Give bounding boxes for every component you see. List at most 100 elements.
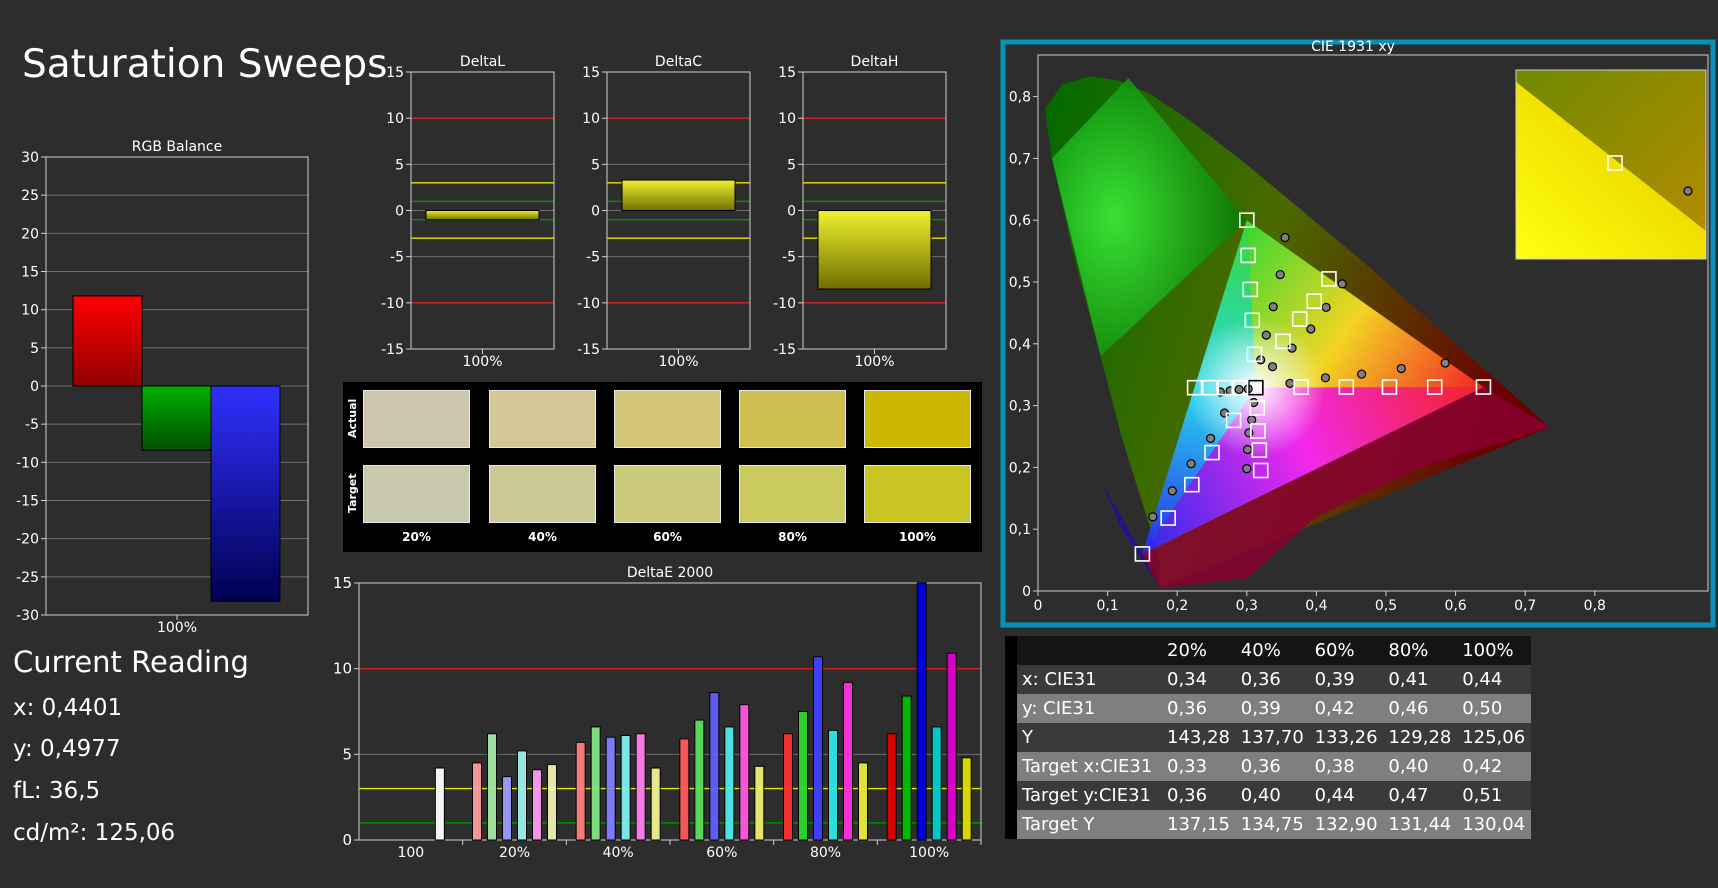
cie-panel-frame — [1000, 39, 1716, 628]
y-tick-label: -15 — [577, 342, 600, 358]
table-cell: 0,34 — [1162, 665, 1236, 694]
table-row: Y 143,28 137,70 133,26 129,28 125,06 — [1005, 723, 1531, 752]
actual-swatch — [739, 390, 846, 448]
swatch-row-label: Target — [346, 473, 359, 513]
y-tick-label: -5 — [25, 417, 39, 433]
green-region — [1051, 78, 1247, 357]
y-tick-label: 5 — [787, 157, 796, 173]
table-cell: y: CIE31 — [1017, 694, 1162, 723]
deltae-bar — [605, 736, 616, 841]
y-tick-label: 15 — [582, 65, 600, 81]
purple-region — [1142, 387, 1550, 588]
table-cell: 137,70 — [1235, 723, 1310, 752]
deltae-bar — [590, 726, 601, 841]
table-cell: 0,44 — [1457, 665, 1531, 694]
y-tick-label: 0 — [1022, 584, 1031, 600]
deltae-bar — [843, 681, 853, 841]
y-tick-label: 10 — [778, 111, 796, 127]
table-cell: Target x:CIE31 — [1017, 752, 1162, 781]
deltae-bar — [858, 762, 868, 841]
target-point — [1240, 247, 1256, 264]
table-cell: 0,36 — [1235, 752, 1310, 781]
target-swatch — [614, 465, 721, 523]
actual-swatch — [864, 390, 971, 448]
measured-point — [1247, 415, 1257, 425]
target-point — [1338, 379, 1355, 395]
target-swatch — [489, 465, 596, 523]
y-tick-label: 0,3 — [1009, 399, 1031, 415]
table-cell: 0,36 — [1162, 694, 1236, 723]
measured-point — [1267, 362, 1278, 372]
y-tick-label: 0 — [787, 204, 796, 220]
y-tick-label: 25 — [21, 188, 39, 204]
table-cell: 0,40 — [1383, 752, 1458, 781]
y-tick-label: 0 — [342, 831, 352, 849]
x-tick-label: 80% — [810, 845, 841, 861]
y-tick-label: 20 — [21, 226, 39, 242]
table-cell: 131,44 — [1383, 810, 1458, 839]
table-row: x: CIE31 0,34 0,36 0,39 0,41 0,44 — [1005, 665, 1531, 694]
measured-point — [1275, 269, 1285, 280]
y-tick-label: -15 — [16, 494, 39, 510]
y-tick-label: 10 — [582, 111, 600, 127]
reading-fl: fL: 36,5 — [13, 778, 101, 804]
measured-point — [1440, 358, 1450, 368]
target-point — [1426, 379, 1443, 395]
target-point — [1321, 271, 1337, 287]
deltae-bar — [472, 762, 482, 841]
target-point — [1475, 379, 1492, 395]
measured-point — [1321, 302, 1331, 312]
y-tick-label: 10 — [21, 303, 39, 319]
measured-point — [1396, 363, 1406, 374]
deltae-bar — [886, 733, 897, 841]
table-cell: Y — [1017, 723, 1162, 752]
table-cell: 125,06 — [1457, 723, 1531, 752]
table-header-row: 20% 40% 60% 80% 100% — [1005, 636, 1531, 665]
table-row: Target x:CIE31 0,33 0,36 0,38 0,40 0,42 — [1005, 752, 1531, 781]
y-tick-label: 10 — [333, 660, 352, 678]
table-row: Target Y 137,15 134,75 132,90 131,44 130,04 — [1005, 810, 1531, 839]
table-cell: 0,36 — [1162, 781, 1236, 810]
x-tick-label: 100% — [909, 845, 949, 861]
deltae-bar — [679, 738, 690, 841]
table-cell: 0,47 — [1383, 781, 1458, 810]
deltae-bar — [739, 704, 750, 841]
x-tick-label: 100 — [397, 845, 424, 861]
page-title: Saturation Sweeps — [22, 42, 388, 87]
actual-swatch — [489, 390, 596, 448]
green-bar — [141, 385, 212, 451]
measured-point — [1242, 464, 1252, 474]
y-tick-label: 15 — [21, 265, 39, 281]
reading-luminance: cd/m²: 125,06 — [13, 820, 176, 846]
row-marker — [1005, 665, 1017, 694]
target-point — [1248, 379, 1264, 396]
target-point — [1291, 311, 1308, 327]
target-point — [1251, 442, 1268, 458]
swatch-column-label: 100% — [898, 530, 937, 544]
table-cell: Target Y — [1017, 810, 1162, 839]
deltae-bar — [961, 757, 972, 841]
measured-point — [1261, 330, 1271, 340]
actual-swatch — [363, 390, 470, 448]
x-tick-label: 100% — [157, 620, 197, 636]
y-tick-label: 0,6 — [1009, 213, 1031, 229]
target-point — [1250, 423, 1266, 439]
deltae-bar — [754, 765, 765, 841]
deltae-bar — [575, 741, 586, 841]
target-point — [1232, 379, 1249, 396]
target-point — [1134, 546, 1151, 562]
x-tick-label: 0,3 — [1236, 598, 1258, 614]
y-tick-label: -10 — [381, 296, 404, 312]
row-marker — [1005, 752, 1017, 781]
target-point — [1225, 412, 1242, 429]
x-tick-label: 100% — [658, 354, 698, 370]
deltae-bar — [916, 582, 927, 841]
deltae-bar — [709, 692, 720, 841]
measured-point — [1357, 369, 1367, 379]
target-point — [1202, 379, 1218, 396]
table-cell: x: CIE31 — [1017, 665, 1162, 694]
swatch-column-label: 40% — [528, 530, 557, 544]
target-swatch — [864, 465, 971, 523]
table-cell: 132,90 — [1309, 810, 1384, 839]
chart-title: DeltaE 2000 — [627, 565, 713, 581]
